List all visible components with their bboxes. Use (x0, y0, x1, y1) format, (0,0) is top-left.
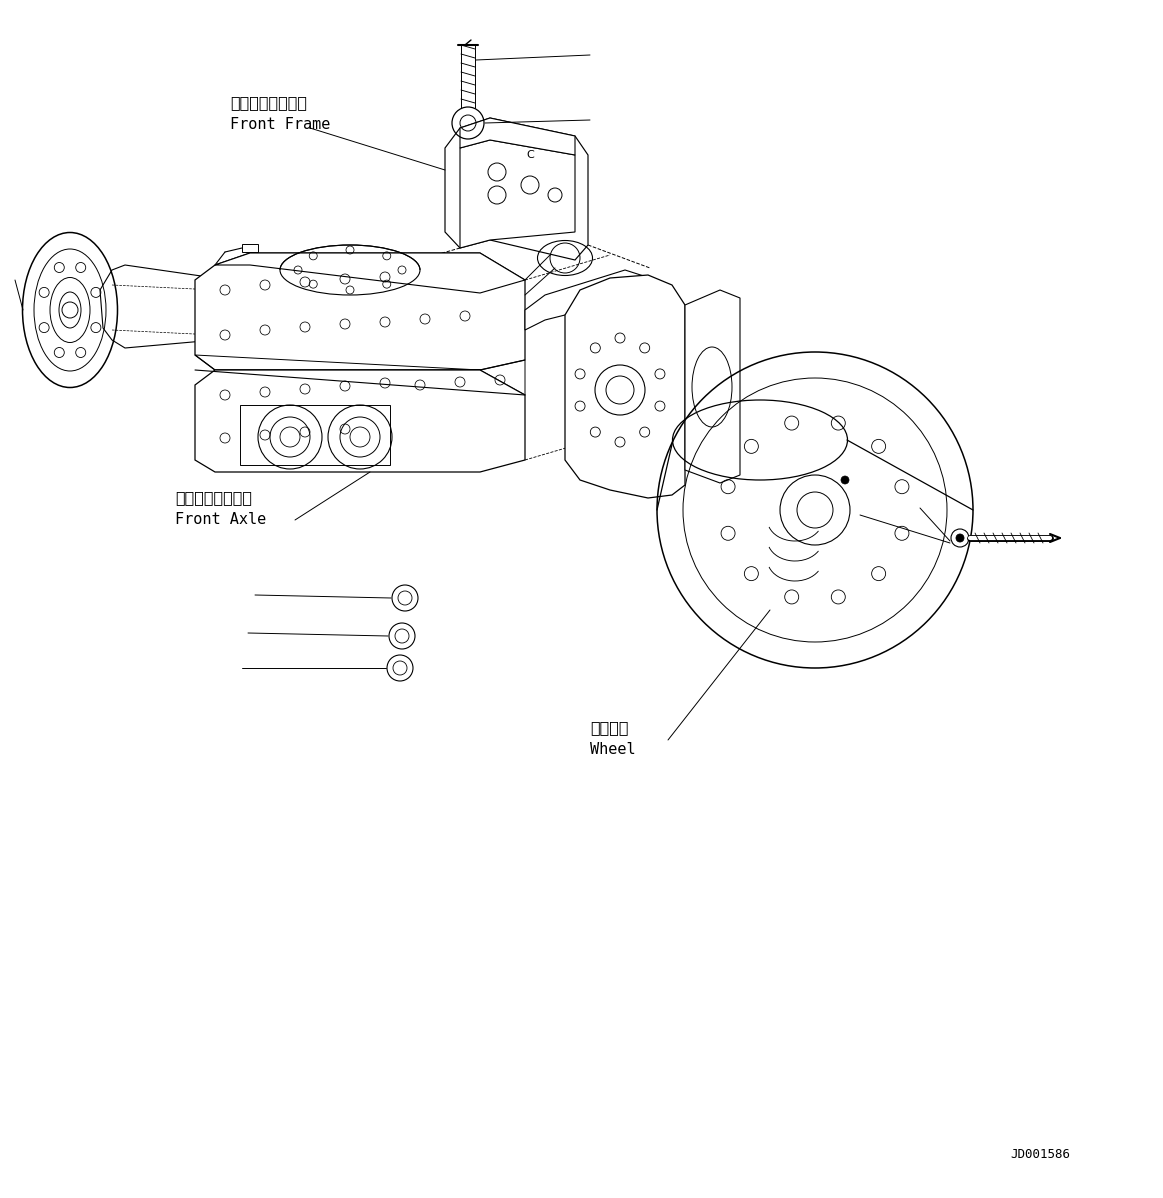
Polygon shape (461, 140, 575, 248)
Text: Wheel: Wheel (590, 742, 636, 757)
Circle shape (392, 585, 418, 611)
Polygon shape (525, 270, 650, 329)
Circle shape (956, 534, 964, 541)
Circle shape (657, 352, 973, 668)
Text: フロントアクスル: フロントアクスル (174, 490, 252, 506)
Text: フロントフレーム: フロントフレーム (230, 95, 307, 110)
Circle shape (387, 655, 413, 680)
Text: C: C (526, 150, 534, 161)
Text: ホイール: ホイール (590, 720, 628, 736)
Polygon shape (100, 265, 220, 347)
Circle shape (388, 623, 415, 649)
Polygon shape (445, 117, 588, 260)
Circle shape (841, 476, 849, 484)
Polygon shape (565, 276, 685, 498)
Polygon shape (215, 253, 525, 294)
Text: Front Frame: Front Frame (230, 117, 330, 132)
Ellipse shape (22, 232, 117, 387)
Polygon shape (195, 253, 525, 370)
Polygon shape (685, 290, 740, 483)
Polygon shape (461, 117, 575, 155)
Polygon shape (195, 370, 525, 472)
Text: Front Axle: Front Axle (174, 512, 266, 527)
Text: JD001586: JD001586 (1009, 1148, 1070, 1161)
